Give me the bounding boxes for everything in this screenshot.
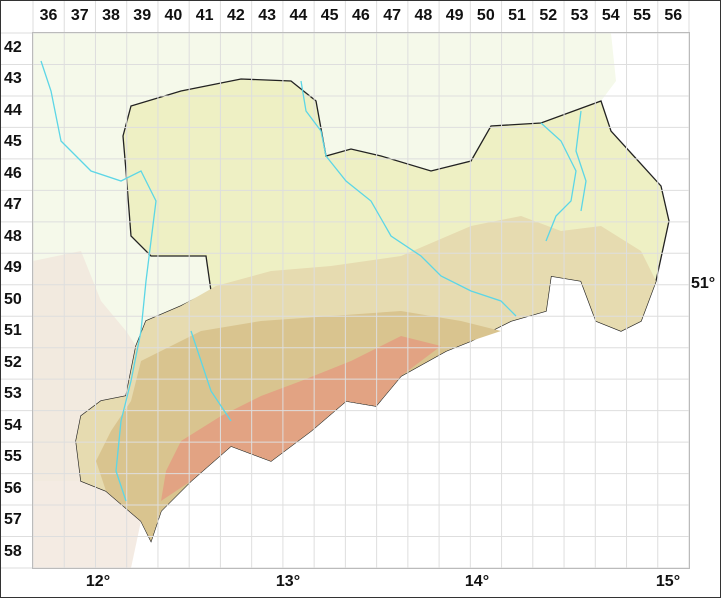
column-label: 47 xyxy=(383,7,401,24)
row-label: 45 xyxy=(4,133,22,151)
row-label: 52 xyxy=(4,353,22,371)
column-label: 41 xyxy=(195,7,214,24)
column-label: 56 xyxy=(664,7,683,24)
column-label: 46 xyxy=(351,7,370,24)
column-label: 51 xyxy=(508,7,526,24)
row-label: 53 xyxy=(4,385,22,403)
row-label: 55 xyxy=(4,448,22,466)
column-label: 48 xyxy=(414,7,433,24)
column-label: 40 xyxy=(164,7,183,24)
row-label: 51 xyxy=(4,322,22,340)
row-label: 57 xyxy=(4,511,22,529)
row-label: 47 xyxy=(4,196,22,214)
row-label: 44 xyxy=(4,101,22,119)
column-label: 55 xyxy=(633,7,651,24)
river-spree xyxy=(575,110,587,212)
longitude-label: 14° xyxy=(464,573,490,590)
column-label: 45 xyxy=(320,7,339,24)
row-label: 42 xyxy=(4,39,22,56)
grid-lines xyxy=(1,1,690,569)
row-label: 56 xyxy=(4,479,22,497)
river-mulde xyxy=(300,80,327,157)
column-label: 44 xyxy=(289,7,308,24)
column-label: 54 xyxy=(601,7,620,24)
column-label: 39 xyxy=(133,7,152,24)
row-label: 54 xyxy=(4,416,22,434)
neighbor-region-south-west xyxy=(33,251,141,568)
column-label: 52 xyxy=(539,7,558,24)
river-zwickauer-mulde xyxy=(190,330,232,422)
column-label: 42 xyxy=(227,7,245,24)
river-elbe xyxy=(325,155,517,317)
river-white-elster xyxy=(40,60,157,502)
row-label: 43 xyxy=(4,70,22,88)
longitude-label: 12° xyxy=(85,573,111,590)
row-label: 46 xyxy=(4,164,22,182)
latitude-label: 51° xyxy=(691,275,716,292)
row-label: 50 xyxy=(4,290,22,308)
longitude-label: 15° xyxy=(655,573,681,590)
column-label: 43 xyxy=(258,7,277,24)
column-label: 50 xyxy=(476,7,495,24)
row-label: 58 xyxy=(4,542,22,560)
column-label: 38 xyxy=(102,7,120,24)
map-frame xyxy=(32,32,690,569)
longitude-label: 13° xyxy=(275,573,301,590)
column-label: 53 xyxy=(570,7,589,24)
column-label: 36 xyxy=(39,7,58,24)
column-label: 37 xyxy=(70,7,89,24)
mountain-zone xyxy=(161,336,441,501)
column-label: 49 xyxy=(445,7,464,24)
river-neisse xyxy=(540,122,577,242)
row-label: 48 xyxy=(4,227,22,245)
rivers xyxy=(40,60,587,502)
row-label: 49 xyxy=(4,259,22,277)
